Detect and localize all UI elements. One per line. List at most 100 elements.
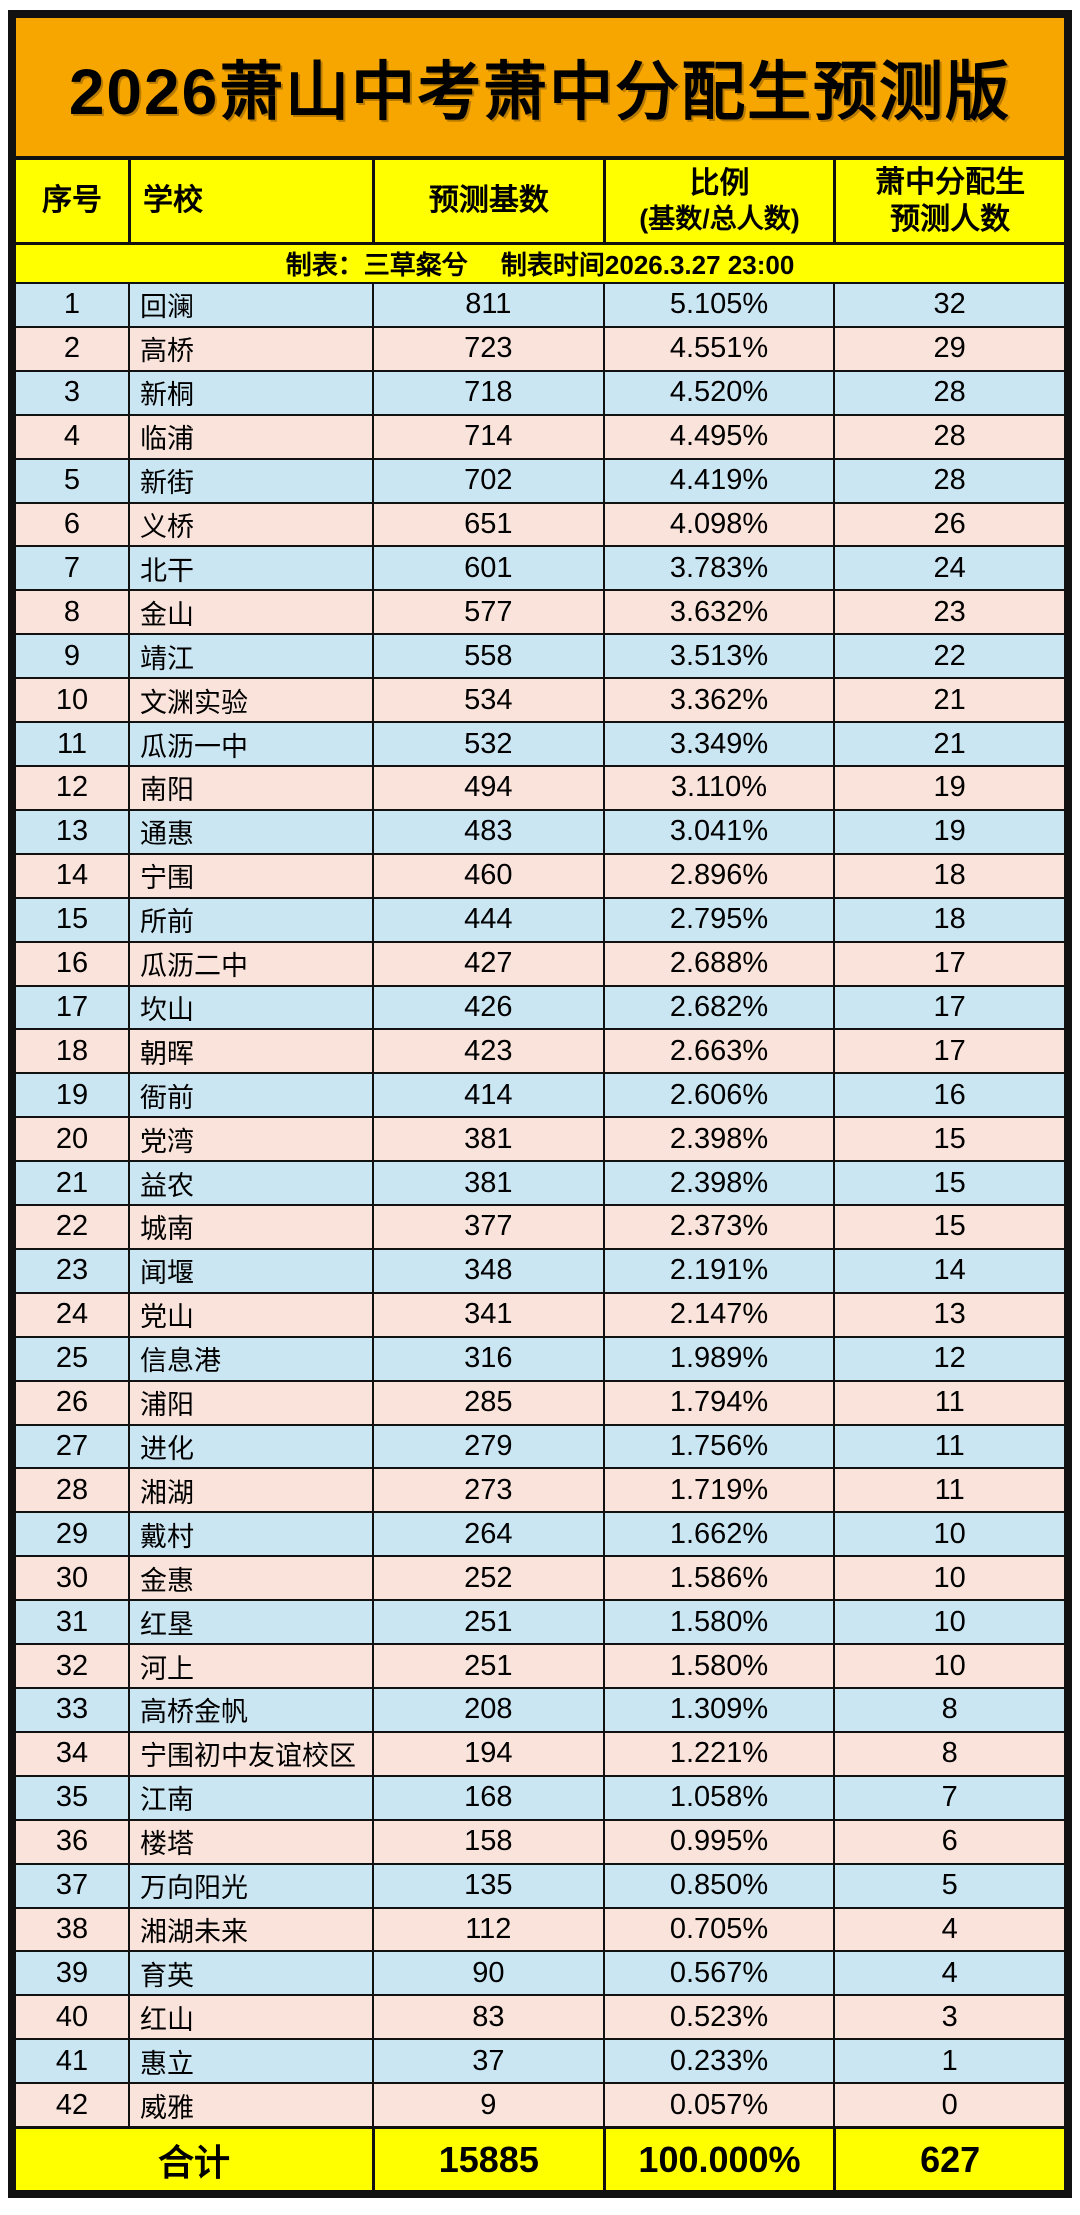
school-name-cell: 楼塔	[128, 1820, 372, 1863]
base-cell: 273	[372, 1469, 603, 1512]
school-name-cell: 湘湖	[128, 1469, 372, 1512]
ratio-cell: 2.606%	[602, 1074, 834, 1117]
predicted-cell: 1	[833, 2040, 1064, 2083]
ratio-cell: 4.495%	[602, 415, 834, 458]
ratio-cell: 1.719%	[602, 1469, 834, 1512]
table-row: 26 浦阳 285 1.794% 11	[16, 1379, 1064, 1424]
ratio-cell: 2.896%	[602, 854, 834, 897]
table-row: 13 通惠 483 3.041% 19	[16, 808, 1064, 853]
school-name-cell: 高桥金帆	[128, 1689, 372, 1731]
school-name-cell: 坎山	[128, 986, 372, 1029]
table-row: 19 衙前 414 2.606% 16	[16, 1072, 1064, 1117]
predicted-cell: 28	[833, 371, 1064, 414]
ratio-cell: 0.233%	[602, 2040, 834, 2083]
predicted-cell: 12	[833, 1337, 1064, 1380]
header-ratio: 比例 (基数/总人数)	[602, 160, 834, 242]
ratio-cell: 3.349%	[602, 723, 834, 765]
ratio-cell: 1.989%	[602, 1337, 834, 1380]
ratio-cell: 2.147%	[602, 1293, 834, 1336]
row-no-cell: 9	[63, 639, 81, 672]
table-row: 29 戴村 264 1.662% 10	[16, 1511, 1064, 1556]
table-row: 6 义桥 651 4.098% 26	[16, 501, 1064, 546]
school-name-cell: 北干	[128, 547, 372, 590]
predicted-cell: 5	[833, 1864, 1064, 1907]
predicted-cell: 10	[833, 1601, 1064, 1644]
row-no-cell: 41	[55, 2044, 89, 2077]
school-name-cell: 临浦	[128, 415, 372, 458]
table-row: 33 高桥金帆 208 1.309% 8	[16, 1687, 1064, 1731]
school-name-cell: 新桐	[128, 371, 372, 414]
school-name-cell: 瓜沥二中	[128, 942, 372, 985]
ratio-cell: 2.398%	[602, 1162, 834, 1205]
predicted-cell: 10	[833, 1557, 1064, 1600]
title-banner: 2026萧山中考萧中分配生预测版	[16, 18, 1064, 156]
school-name-cell: 南阳	[128, 766, 372, 809]
school-name-cell: 宁围初中友谊校区	[128, 1732, 372, 1775]
ratio-cell: 0.995%	[602, 1820, 834, 1863]
base-cell: 601	[372, 547, 603, 590]
predicted-cell: 18	[833, 854, 1064, 897]
header-school: 学校	[128, 160, 372, 242]
predicted-cell: 0	[833, 2084, 1064, 2127]
table-row: 5 新街 702 4.419% 28	[16, 457, 1064, 502]
row-no-cell: 19	[55, 1078, 89, 1111]
school-name-cell: 闻堰	[128, 1249, 372, 1292]
ratio-cell: 0.057%	[602, 2084, 834, 2127]
table-row: 7 北干 601 3.783% 24	[16, 545, 1064, 590]
ratio-cell: 0.850%	[602, 1864, 834, 1907]
school-name-cell: 高桥	[128, 327, 372, 370]
school-name-cell: 红垦	[128, 1601, 372, 1644]
table-row: 30 金惠 252 1.586% 10	[16, 1555, 1064, 1600]
predicted-cell: 11	[833, 1381, 1064, 1424]
predicted-cell: 17	[833, 942, 1064, 985]
school-name-cell: 文渊实验	[128, 679, 372, 722]
row-no-cell: 40	[55, 2000, 89, 2033]
ratio-cell: 1.794%	[602, 1381, 834, 1424]
school-name-cell: 瓜沥一中	[128, 723, 372, 765]
maker-timestamp-note: 制表：三草粲兮 制表时间2026.3.27 23:00	[16, 242, 1064, 282]
school-name-cell: 湘湖未来	[128, 1908, 372, 1951]
table-row: 10 文渊实验 534 3.362% 21	[16, 677, 1064, 722]
base-cell: 811	[372, 284, 603, 326]
ratio-cell: 5.105%	[602, 284, 834, 326]
row-no-cell: 21	[55, 1166, 89, 1199]
ratio-cell: 1.756%	[602, 1425, 834, 1468]
table-row: 23 闻堰 348 2.191% 14	[16, 1247, 1064, 1292]
base-cell: 423	[372, 1030, 603, 1073]
row-no-cell: 39	[55, 1956, 89, 1989]
row-no-cell: 36	[55, 1825, 89, 1858]
base-cell: 427	[372, 942, 603, 985]
school-name-cell: 靖江	[128, 635, 372, 678]
base-cell: 135	[372, 1864, 603, 1907]
base-cell: 251	[372, 1601, 603, 1644]
row-no-cell: 37	[55, 1869, 89, 1902]
row-no-cell: 32	[55, 1649, 89, 1682]
base-cell: 534	[372, 679, 603, 722]
predicted-cell: 18	[833, 898, 1064, 941]
ratio-cell: 4.098%	[602, 503, 834, 546]
base-cell: 426	[372, 986, 603, 1029]
table-row: 2 高桥 723 4.551% 29	[16, 325, 1064, 370]
predicted-cell: 8	[833, 1689, 1064, 1731]
table-row: 11 瓜沥一中 532 3.349% 21	[16, 721, 1064, 765]
school-name-cell: 金惠	[128, 1557, 372, 1600]
table-row: 17 坎山 426 2.682% 17	[16, 984, 1064, 1029]
base-cell: 558	[372, 635, 603, 678]
predicted-cell: 4	[833, 1908, 1064, 1951]
row-no-cell: 14	[55, 859, 89, 892]
row-no-cell: 29	[55, 1517, 89, 1550]
school-name-cell: 宁围	[128, 854, 372, 897]
school-name-cell: 江南	[128, 1776, 372, 1819]
school-name-cell: 义桥	[128, 503, 372, 546]
school-name-cell: 通惠	[128, 810, 372, 853]
predicted-cell: 14	[833, 1249, 1064, 1292]
base-cell: 444	[372, 898, 603, 941]
school-name-cell: 朝晖	[128, 1030, 372, 1073]
base-cell: 377	[372, 1206, 603, 1248]
base-cell: 718	[372, 371, 603, 414]
school-name-cell: 衙前	[128, 1074, 372, 1117]
base-cell: 90	[372, 1952, 603, 1995]
predicted-cell: 29	[833, 327, 1064, 370]
row-no-cell: 11	[56, 727, 88, 760]
school-name-cell: 党湾	[128, 1118, 372, 1161]
